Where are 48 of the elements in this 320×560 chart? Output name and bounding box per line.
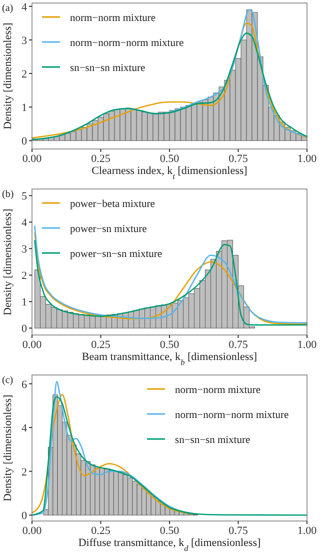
legend-label: norm−norm mixture <box>175 385 261 396</box>
y-tick-label: 4 <box>22 217 28 230</box>
x-tick-label: 1.00 <box>297 525 318 537</box>
x-tick-label: 0.00 <box>22 525 42 537</box>
y-tick-label: 6 <box>22 378 28 391</box>
x-tick-label: 1.00 <box>297 339 318 351</box>
y-tick-label: 2 <box>22 68 27 80</box>
legend-label: power−sn−sn mixture <box>70 249 162 260</box>
y-tick-label: 4 <box>22 422 28 435</box>
y-tick-label: 1 <box>22 296 27 309</box>
y-tick-label: 5 <box>22 190 28 203</box>
legend-label: power−beta mixture <box>70 199 156 210</box>
x-axis-title: Beam transmittance, k$_{b}$ [dimensionless] <box>82 351 258 366</box>
y-tick-label: 3 <box>22 34 28 47</box>
x-tick-label: 0.75 <box>228 525 248 537</box>
x-tick-label: 0.00 <box>22 153 42 165</box>
x-tick-label: 0.25 <box>91 525 111 537</box>
chart-title: (b) <box>2 189 14 200</box>
legend-label: norm−norm mixture <box>70 13 156 24</box>
y-tick-label: 0 <box>22 510 28 522</box>
y-axis-title: Density [dimensionless] <box>2 394 14 502</box>
legend-label: sn−sn−sn mixture <box>175 435 250 446</box>
x-tick-label: 0.50 <box>160 153 180 165</box>
y-tick-label: 2 <box>22 270 27 282</box>
chart-title: (a) <box>2 3 14 14</box>
y-tick-label: 0 <box>22 323 28 336</box>
x-tick-label: 0.50 <box>160 525 180 537</box>
x-tick-label: 0.00 <box>22 339 42 351</box>
legend-label: sn−sn−sn mixture <box>70 63 146 74</box>
legend-label: norm−norm−norm mixture <box>70 38 184 49</box>
x-tick-label: 0.25 <box>91 153 111 165</box>
legend-label: power−sn mixture <box>70 224 148 235</box>
y-tick-label: 3 <box>22 244 28 256</box>
y-tick-label: 0 <box>22 136 28 148</box>
x-axis-title: Clearness index, k$_{t}$ [dimensionless] <box>92 165 248 180</box>
x-axis-title: Diffuse transmittance, k$_{d}$ [dimensionless] <box>78 537 261 552</box>
chart-title: (c) <box>2 375 14 386</box>
x-tick-label: 0.25 <box>91 339 111 351</box>
x-tick-label: 0.50 <box>160 339 180 351</box>
y-axis-title: Density [dimensionless] <box>2 208 14 316</box>
y-tick-label: 4 <box>22 1 28 14</box>
x-tick-label: 0.75 <box>228 153 248 165</box>
x-tick-label: 1.00 <box>297 153 318 165</box>
y-tick-label: 2 <box>22 466 27 478</box>
y-tick-label: 1 <box>22 102 27 114</box>
x-tick-label: 0.75 <box>228 339 248 351</box>
legend-label: norm−norm−norm mixture <box>175 410 289 421</box>
y-axis-title: Density [dimensionless] <box>2 22 14 130</box>
